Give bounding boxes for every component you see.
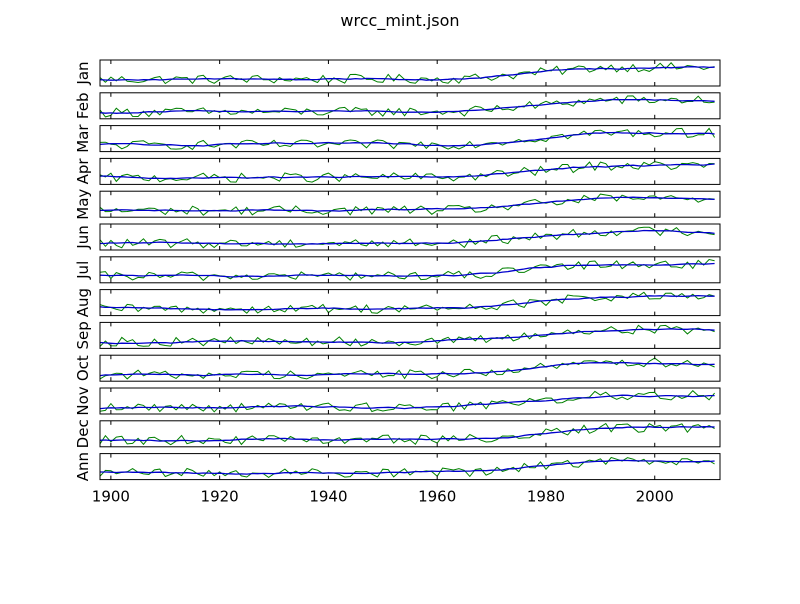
panel-frame (99, 59, 721, 87)
series-raw-oct (99, 357, 715, 380)
series-raw-sep (99, 324, 715, 347)
panel-frame (99, 157, 721, 185)
x-tick-label: 2000 (636, 488, 674, 506)
chart-title: wrcc_mint.json (340, 11, 459, 31)
panel-label-nov: Nov (74, 386, 92, 415)
panel-label-ann: Ann (74, 452, 92, 481)
panel-label-mar: Mar (74, 124, 92, 153)
panel-feb: Feb (74, 92, 721, 120)
panel-nov: Nov (74, 386, 721, 416)
series-raw-aug (99, 291, 715, 314)
series-raw-mar (99, 127, 716, 151)
series-smooth-jan (99, 66, 715, 81)
panels-group: Jan Feb Mar Apr May Jun Jul Aug Sep Oct Nov Dec Ann (74, 59, 721, 481)
panel-jan: Jan (74, 59, 721, 87)
panel-label-jul: Jul (74, 261, 92, 280)
panel-aug: Aug (74, 288, 721, 317)
panel-sep: Sep (74, 321, 721, 350)
panel-label-oct: Oct (74, 355, 92, 381)
x-tick-label: 1920 (201, 488, 239, 506)
series-raw-jan (99, 62, 715, 85)
x-tick-label: 1980 (527, 488, 565, 506)
panel-frame (99, 190, 721, 218)
panel-jul: Jul (74, 256, 721, 284)
series-smooth-nov (99, 394, 715, 410)
panel-frame (99, 125, 721, 153)
panel-frame (99, 223, 721, 251)
panel-frame (99, 387, 721, 415)
panel-oct: Oct (74, 354, 721, 382)
x-tick-label: 1900 (92, 488, 130, 506)
panel-frame (99, 420, 721, 448)
x-tick-label: 1960 (418, 488, 456, 506)
series-raw-dec (99, 422, 715, 446)
panel-mar: Mar (74, 124, 721, 153)
series-smooth-jun (99, 229, 715, 245)
series-smooth-apr (99, 163, 715, 180)
series-smooth-ann (100, 459, 715, 475)
x-tick-label: 1940 (309, 488, 347, 506)
series-smooth-oct (99, 361, 715, 377)
panel-dec: Dec (74, 419, 721, 448)
panel-frame (99, 321, 721, 349)
series-smooth-mar (99, 131, 715, 147)
panel-frame (99, 354, 721, 382)
series-raw-nov (99, 390, 715, 413)
series-smooth-dec (99, 426, 715, 442)
x-axis: 1900 1920 1940 1960 1980 2000 (92, 488, 674, 506)
panel-label-sep: Sep (74, 321, 92, 349)
panel-label-may: May (74, 189, 92, 220)
panel-may: May (74, 189, 721, 220)
panel-label-jan: Jan (74, 61, 92, 85)
panel-label-dec: Dec (74, 419, 92, 448)
panel-frame (99, 289, 721, 317)
panel-label-jun: Jun (74, 225, 92, 249)
series-raw-apr (99, 161, 715, 183)
series-raw-jul (99, 258, 715, 282)
series-smooth-sep (99, 328, 715, 345)
panel-apr: Apr (74, 157, 721, 185)
panel-label-feb: Feb (74, 93, 92, 120)
panel-frame (99, 92, 721, 120)
series-raw-jun (99, 226, 715, 249)
panel-frame (99, 256, 721, 284)
panel-ann: Ann (74, 452, 721, 481)
series-smooth-may (99, 196, 715, 212)
series-smooth-jul (99, 262, 715, 278)
panel-jun: Jun (74, 223, 721, 251)
panel-frame (99, 453, 721, 481)
panel-label-apr: Apr (74, 158, 92, 185)
series-smooth-feb (99, 98, 715, 114)
panel-label-aug: Aug (74, 288, 92, 317)
series-smooth-aug (99, 294, 715, 311)
